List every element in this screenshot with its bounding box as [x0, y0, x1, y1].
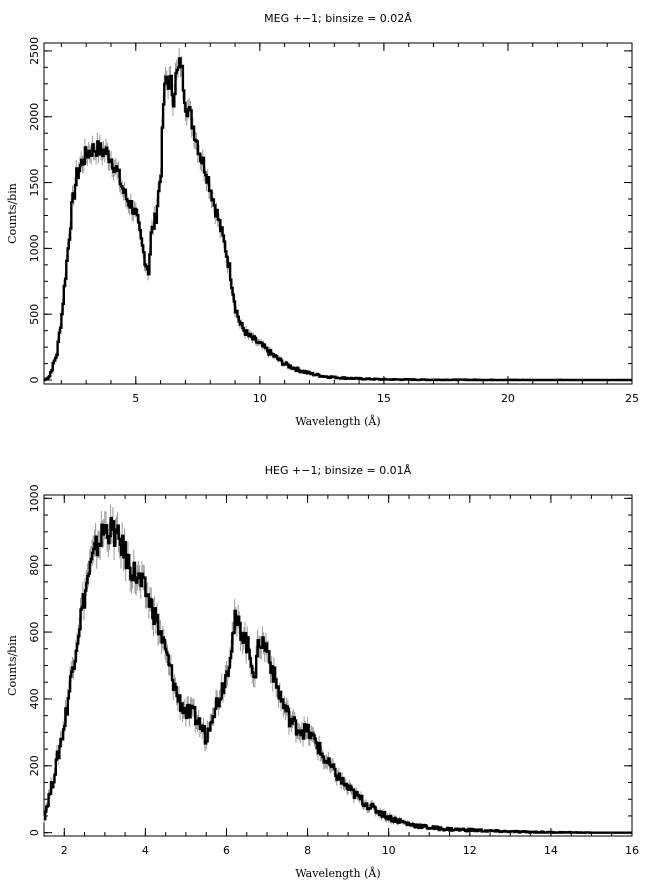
chart-panel-1: MEG +−1; binsize = 0.02Å 5 10 15 20 25 0 500 100… [6, 12, 639, 428]
x-tick-label: 20 [501, 392, 515, 405]
y-tick-label: 500 [28, 304, 41, 325]
x-axis-label: Wavelength (Å) [295, 414, 380, 428]
x-tick-label: 5 [132, 392, 139, 405]
y-axis-label: Counts/bin [6, 635, 19, 696]
x-tick-label: 16 [625, 844, 639, 857]
x-tick-label: 2 [61, 844, 68, 857]
x-tick-label: 14 [544, 844, 558, 857]
x-tick-label: 6 [223, 844, 230, 857]
chart-title: MEG +−1; binsize = 0.02Å [264, 12, 412, 25]
y-tick-label: 1000 [28, 234, 41, 262]
chart-panel-2: HEG +−1; binsize = 0.01Å 2 4 6 8 10 12 14 16 0 200… [6, 464, 639, 880]
y-tick-label: 800 [28, 555, 41, 576]
x-tick-label: 12 [463, 844, 477, 857]
y-tick-label: 2500 [28, 37, 41, 65]
chart-title: HEG +−1; binsize = 0.01Å [265, 464, 412, 477]
y-tick-label: 600 [28, 622, 41, 643]
y-tick-label: 400 [28, 688, 41, 709]
y-axis-label: Counts/bin [6, 183, 19, 244]
x-tick-label: 15 [377, 392, 391, 405]
x-tick-label: 8 [304, 844, 311, 857]
y-tick-label: 0 [28, 829, 41, 836]
x-tick-label: 10 [253, 392, 267, 405]
y-tick-label: 1500 [28, 169, 41, 197]
y-tick-label: 0 [28, 377, 41, 384]
y-tick-label: 2000 [28, 103, 41, 131]
plot-frame [44, 495, 632, 836]
x-tick-label: 10 [382, 844, 396, 857]
x-tick-label: 4 [142, 844, 149, 857]
x-axis-label: Wavelength (Å) [295, 866, 380, 880]
y-tick-label: 200 [28, 755, 41, 776]
x-tick-label: 25 [625, 392, 639, 405]
y-tick-label: 1000 [28, 484, 41, 512]
series-error-bars [44, 504, 632, 832]
